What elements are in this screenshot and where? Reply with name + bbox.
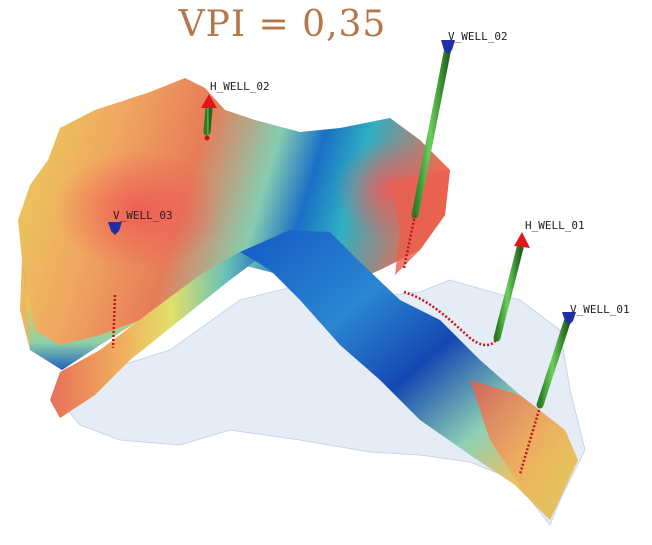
well-v-well-01[interactable] bbox=[518, 312, 576, 475]
well-head-icon bbox=[201, 94, 217, 108]
well-head-icon bbox=[514, 232, 530, 248]
well-head-icon bbox=[562, 312, 576, 325]
well-label-v-well-03: V_WELL_03 bbox=[113, 209, 173, 222]
well-label-v-well-01: V_WELL_01 bbox=[570, 303, 630, 316]
reservoir-cross-section bbox=[50, 250, 270, 418]
well-label-h-well-02: H_WELL_02 bbox=[210, 80, 270, 93]
well-v-well-02[interactable] bbox=[402, 40, 455, 269]
well-h-well-02[interactable] bbox=[201, 94, 217, 141]
reservoir-right-slab bbox=[470, 380, 578, 520]
reservoir-right-face bbox=[390, 170, 450, 275]
well-h-well-01[interactable] bbox=[403, 232, 530, 347]
well-head-icon bbox=[108, 222, 122, 235]
reservoir-left-face bbox=[22, 260, 140, 370]
reservoir-dipping-slab bbox=[240, 230, 578, 520]
well-v-well-03[interactable] bbox=[108, 222, 122, 349]
well-label-v-well-02: V_WELL_02 bbox=[448, 30, 508, 43]
well-head-icon bbox=[441, 40, 455, 54]
vpi-title: VPI = 0,35 bbox=[178, 4, 387, 45]
well-label-h-well-01: H_WELL_01 bbox=[525, 219, 585, 232]
hot-zone bbox=[55, 150, 225, 270]
